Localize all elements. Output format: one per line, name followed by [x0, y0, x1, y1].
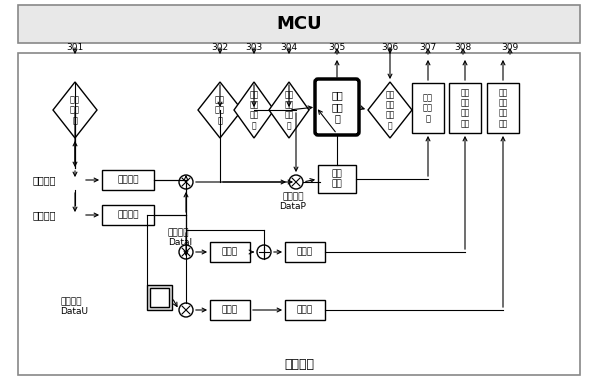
- Circle shape: [257, 245, 271, 259]
- Bar: [210, 300, 250, 320]
- Text: DataP: DataP: [279, 201, 306, 210]
- Text: 计量芊片: 计量芊片: [284, 358, 314, 372]
- Text: 电流
补偿
寄存
器: 电流 补偿 寄存 器: [249, 90, 258, 130]
- Bar: [285, 300, 325, 320]
- Text: 301: 301: [66, 42, 84, 52]
- Text: 305: 305: [328, 42, 346, 52]
- Text: 开平方: 开平方: [297, 248, 313, 256]
- Bar: [18, 53, 580, 375]
- Text: 308: 308: [454, 42, 472, 52]
- Text: 电流数据: 电流数据: [168, 228, 190, 238]
- Text: 电压数据: 电压数据: [60, 298, 81, 306]
- Text: DataU: DataU: [60, 306, 88, 316]
- Text: 脉冲
生成
器: 脉冲 生成 器: [331, 91, 343, 124]
- Text: 302: 302: [212, 42, 228, 52]
- Text: 功率
计算: 功率 计算: [332, 169, 343, 189]
- Text: 306: 306: [382, 42, 399, 52]
- Text: 307: 307: [419, 42, 437, 52]
- Circle shape: [179, 303, 193, 317]
- Bar: [449, 83, 481, 133]
- Bar: [18, 5, 580, 43]
- Text: 相位校正: 相位校正: [117, 210, 139, 220]
- Text: 电压采样: 电压采样: [33, 210, 56, 220]
- Text: 滤波器: 滤波器: [222, 306, 238, 314]
- Text: 滤波器: 滤波器: [222, 248, 238, 256]
- Bar: [210, 242, 250, 262]
- Text: 303: 303: [245, 42, 263, 52]
- Text: 相位
寄存
器: 相位 寄存 器: [70, 95, 80, 125]
- Polygon shape: [53, 82, 97, 138]
- Text: 脉冲
加速
寄存
器: 脉冲 加速 寄存 器: [385, 90, 395, 130]
- Text: 增益
寄存
器: 增益 寄存 器: [215, 95, 225, 125]
- Text: 能量
阈值
寄存
器: 能量 阈值 寄存 器: [285, 90, 294, 130]
- Text: 相位校正: 相位校正: [117, 175, 139, 185]
- Bar: [318, 165, 356, 193]
- Polygon shape: [198, 82, 242, 138]
- Text: 309: 309: [501, 42, 518, 52]
- Text: DataI: DataI: [168, 238, 192, 246]
- FancyBboxPatch shape: [315, 79, 359, 135]
- Text: 功率
寄存
器: 功率 寄存 器: [423, 93, 433, 123]
- Text: 电流
有效
值寄
存器: 电流 有效 值寄 存器: [460, 88, 469, 128]
- Bar: [150, 288, 169, 307]
- Bar: [412, 83, 444, 133]
- Text: 电流采样: 电流采样: [33, 175, 56, 185]
- Bar: [147, 285, 172, 310]
- Polygon shape: [234, 82, 274, 138]
- Polygon shape: [368, 82, 412, 138]
- Bar: [102, 170, 154, 190]
- Circle shape: [179, 245, 193, 259]
- Text: 304: 304: [280, 42, 298, 52]
- Bar: [102, 205, 154, 225]
- Text: 开平方: 开平方: [297, 306, 313, 314]
- Bar: [285, 242, 325, 262]
- Text: 电压
有效
值寄
存器: 电压 有效 值寄 存器: [498, 88, 508, 128]
- Bar: [487, 83, 519, 133]
- Circle shape: [179, 175, 193, 189]
- Circle shape: [289, 175, 303, 189]
- Text: 功率数据: 功率数据: [282, 193, 304, 201]
- Polygon shape: [269, 82, 309, 138]
- Text: MCU: MCU: [276, 15, 322, 33]
